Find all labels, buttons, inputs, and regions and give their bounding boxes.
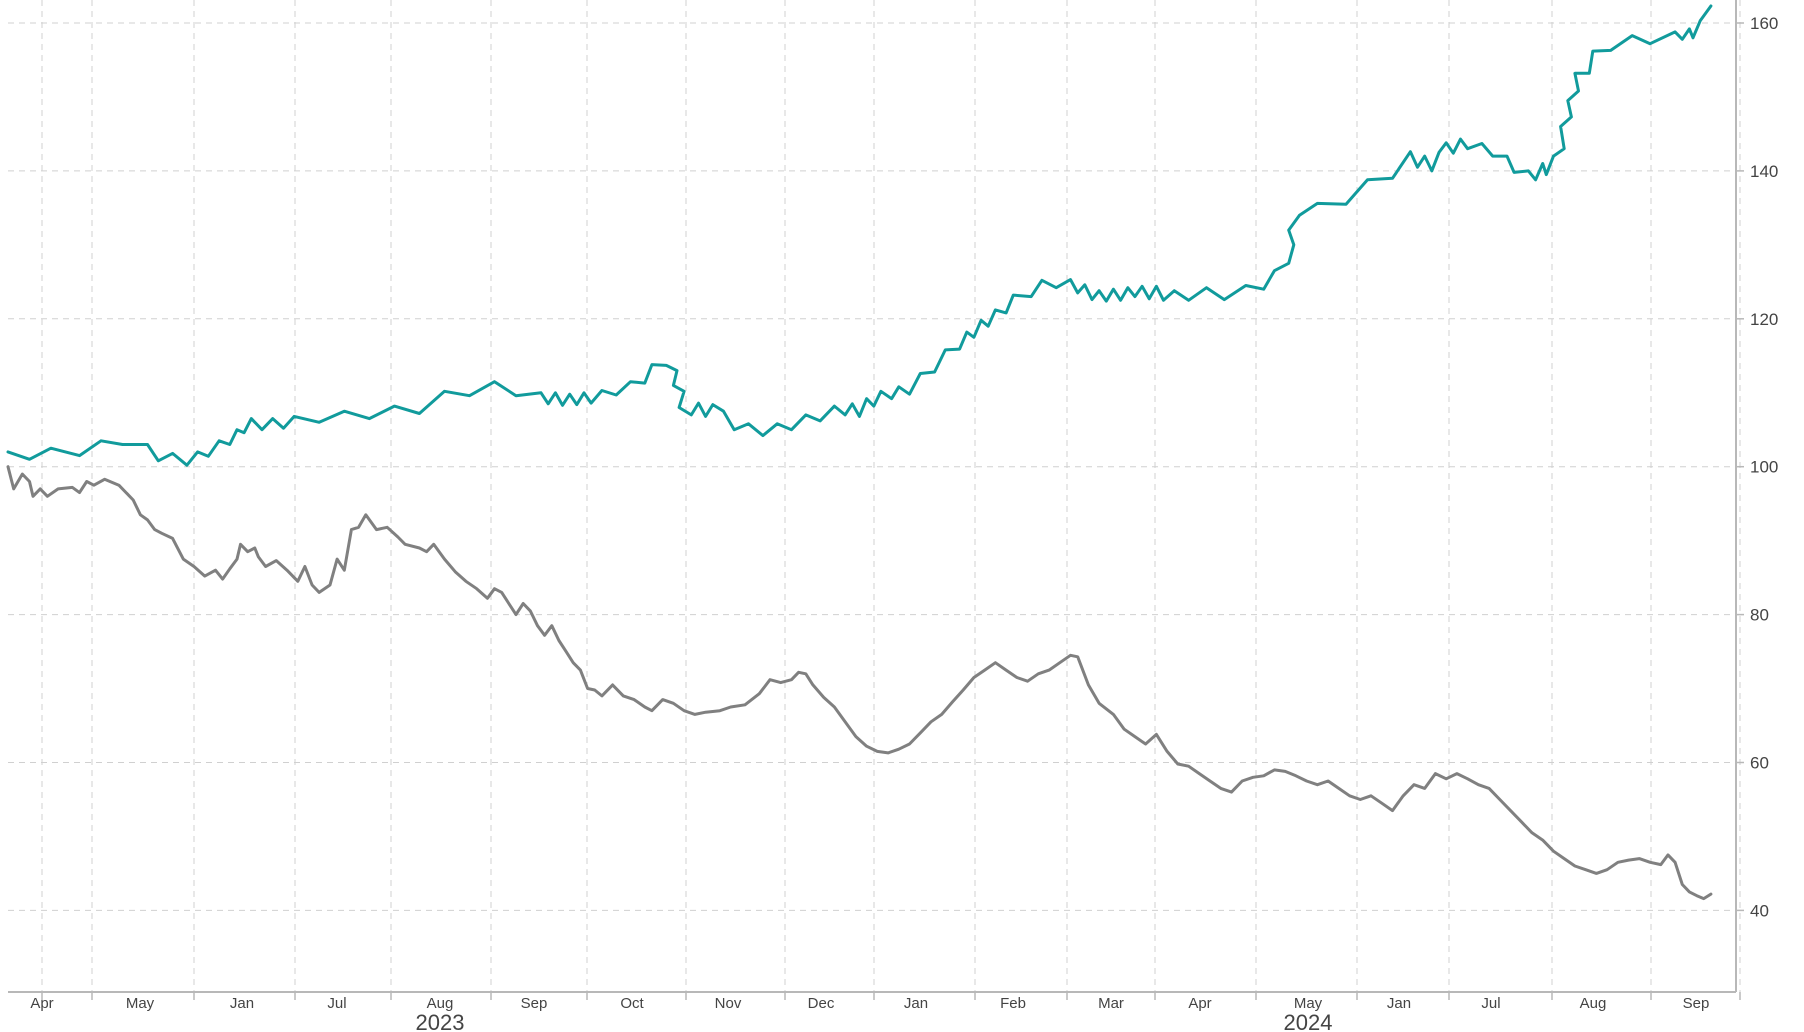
x-tick-label: May	[126, 995, 155, 1012]
x-tick-label: Mar	[1098, 995, 1124, 1012]
x-tick-label: Dec	[808, 995, 835, 1012]
x-tick-label: Sep	[521, 995, 548, 1012]
y-tick-label: 80	[1750, 606, 1769, 625]
y-tick-label: 60	[1750, 754, 1769, 773]
axes	[8, 0, 1744, 1000]
y-tick-label: 160	[1750, 14, 1778, 33]
x-tick-label: Sep	[1683, 995, 1710, 1012]
series-lines	[6, 4, 1713, 901]
x-tick-label: Nov	[715, 995, 742, 1012]
x-tick-label: Feb	[1000, 995, 1026, 1012]
x-year-label: 2024	[1284, 1010, 1333, 1032]
teal-series-line	[6, 4, 1713, 467]
x-tick-label: Jul	[1481, 995, 1500, 1012]
y-tick-label: 120	[1750, 310, 1778, 329]
x-tick-label: Aug	[1580, 995, 1607, 1012]
x-tick-label: May	[1294, 995, 1323, 1012]
x-tick-label: Apr	[1188, 995, 1211, 1012]
x-tick-label: Aug	[427, 995, 454, 1012]
grid-lines	[8, 0, 1741, 992]
x-tick-label: Apr	[30, 995, 53, 1012]
y-tick-label: 100	[1750, 458, 1778, 477]
y-tick-label: 40	[1750, 901, 1769, 920]
x-tick-label: Oct	[620, 995, 644, 1012]
x-year-label: 2023	[416, 1010, 465, 1032]
x-tick-label: Jul	[327, 995, 346, 1012]
x-tick-label: Jan	[230, 995, 254, 1012]
y-tick-label: 140	[1750, 162, 1778, 181]
x-tick-label: Jan	[1387, 995, 1411, 1012]
x-tick-label: Jan	[904, 995, 928, 1012]
gray-series-line	[6, 465, 1713, 901]
tick-labels: 40 60 80 100 120 140 160 Apr May Jan Jul Aug Sep Oct N…	[30, 14, 1778, 1032]
